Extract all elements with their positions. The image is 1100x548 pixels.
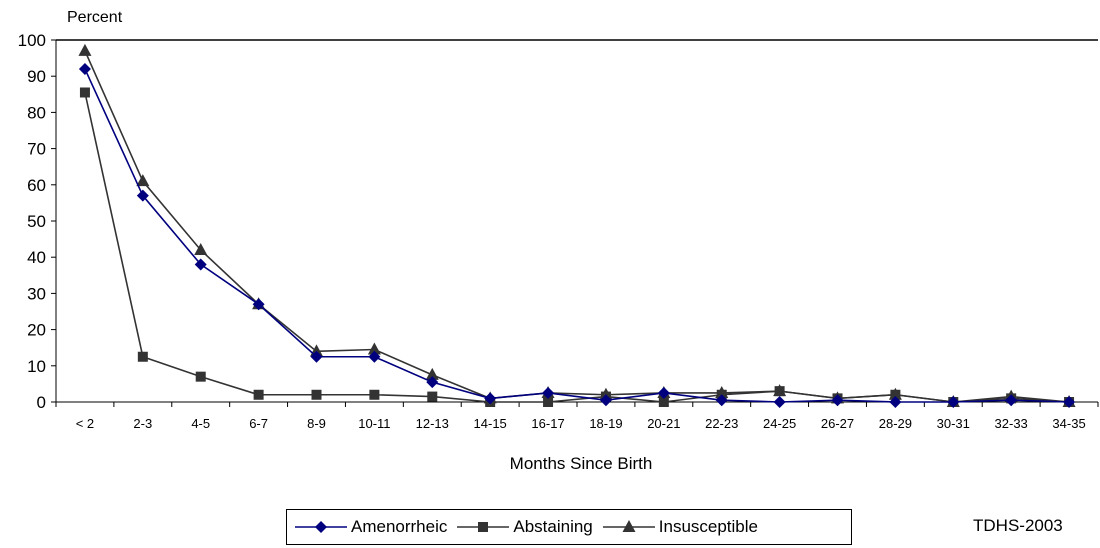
point-insusceptible	[715, 385, 729, 398]
point-insusceptible	[136, 174, 150, 187]
x-tick-label: 4-5	[191, 416, 210, 431]
legend-label: Abstaining	[513, 517, 593, 536]
y-tick-label: 0	[37, 393, 46, 412]
x-tick-label: 34-35	[1052, 416, 1085, 431]
point-insusceptible	[78, 43, 92, 56]
point-amenorrheic	[773, 396, 786, 408]
legend-marker-amenorrheic	[295, 521, 347, 533]
legend-item-abstaining: Abstaining	[455, 517, 593, 537]
x-tick-label: 10-11	[358, 416, 390, 431]
legend-item-amenorrheic: Amenorrheic	[293, 517, 447, 537]
x-tick-label: < 2	[76, 416, 94, 431]
series-abstaining	[79, 87, 1075, 407]
x-tick-label: 20-21	[647, 416, 680, 431]
y-axis-unit-label: Percent	[67, 9, 123, 26]
x-tick-label: 8-9	[307, 416, 326, 431]
y-tick-label: 50	[27, 212, 46, 231]
y-tick-label: 30	[27, 284, 46, 303]
point-amenorrheic	[194, 258, 207, 271]
x-tick-label: 14-15	[474, 416, 507, 431]
legend-item-insusceptible: Insusceptible	[601, 517, 758, 537]
legend-marker-insusceptible	[602, 520, 655, 532]
series-amenorrheic	[78, 62, 1076, 408]
y-tick-label: 80	[27, 103, 46, 122]
x-tick-labels: < 2 2-3 4-5 6-7 8-9 10-11 12-13 14-15 16-17 18-19…	[76, 416, 1086, 431]
point-amenorrheic	[1063, 396, 1076, 408]
y-tick-labels: 0 10 20 30 40 50 60 70 80 90 100	[18, 31, 46, 412]
point-amenorrheic	[657, 386, 670, 399]
legend-marker	[478, 522, 489, 532]
point-amenorrheic	[310, 350, 323, 363]
x-axis-label: Months Since Birth	[510, 454, 653, 473]
point-abstaining	[253, 389, 264, 400]
source-note: TDHS-2003	[973, 516, 1063, 535]
point-insusceptible	[773, 384, 787, 397]
point-amenorrheic	[78, 62, 91, 75]
point-insusceptible	[425, 367, 439, 380]
point-amenorrheic	[715, 394, 728, 407]
series-line-insusceptible	[84, 50, 1070, 403]
point-amenorrheic	[136, 189, 149, 202]
legend-marker-abstaining	[457, 522, 510, 532]
point-abstaining	[369, 389, 380, 400]
y-tick-label: 20	[27, 321, 46, 340]
point-amenorrheic	[947, 396, 960, 408]
point-abstaining	[543, 397, 554, 407]
point-insusceptible	[599, 387, 613, 400]
point-amenorrheic	[599, 394, 612, 407]
series-line-abstaining	[84, 92, 1070, 403]
point-abstaining	[195, 371, 206, 382]
point-amenorrheic	[831, 394, 844, 407]
point-amenorrheic	[1005, 394, 1018, 407]
x-tick-label: 12-13	[416, 416, 449, 431]
point-abstaining	[137, 351, 148, 362]
legend-label: Amenorrheic	[351, 517, 448, 536]
legend-marker	[622, 520, 636, 532]
y-tick-label: 90	[27, 67, 46, 86]
point-insusceptible	[367, 342, 381, 355]
x-tick-label: 28-29	[879, 416, 912, 431]
x-tick-label: 30-31	[937, 416, 970, 431]
point-amenorrheic	[542, 386, 555, 399]
point-abstaining	[427, 391, 438, 402]
point-amenorrheic	[368, 350, 381, 363]
line-chart: Percent 0 10 20 30 40 50 60 70 80 90 100 < 2 2-3 4-5…	[18, 9, 1099, 473]
x-tick-label: 26-27	[821, 416, 854, 431]
y-tick-label: 40	[27, 248, 46, 267]
axes	[51, 39, 1099, 407]
point-amenorrheic	[252, 298, 265, 311]
x-tick-label: 32-33	[995, 416, 1028, 431]
y-tick-label: 70	[27, 140, 46, 159]
series-line-amenorrheic	[84, 68, 1070, 403]
x-tick-label: 24-25	[763, 416, 796, 431]
y-tick-label: 100	[18, 31, 46, 50]
x-tick-label: 16-17	[531, 416, 564, 431]
series-insusceptible	[78, 43, 1076, 407]
point-amenorrheic	[889, 396, 902, 408]
point-amenorrheic	[484, 392, 497, 405]
series-layer	[78, 43, 1076, 408]
point-abstaining	[658, 397, 669, 407]
y-tick-label: 10	[27, 357, 46, 376]
legend-label: Insusceptible	[658, 517, 758, 536]
point-insusceptible	[888, 387, 902, 400]
x-tick-label: 6-7	[249, 416, 268, 431]
legend: Amenorrheic Abstaining Insusceptible	[286, 509, 852, 545]
x-tick-label: 2-3	[133, 416, 152, 431]
point-abstaining	[79, 87, 90, 98]
y-tick-label: 60	[27, 176, 46, 195]
x-tick-label: 18-19	[589, 416, 622, 431]
legend-marker	[315, 521, 327, 533]
x-tick-label: 22-23	[705, 416, 738, 431]
point-amenorrheic	[426, 376, 439, 389]
point-abstaining	[311, 389, 322, 400]
point-insusceptible	[194, 242, 208, 255]
